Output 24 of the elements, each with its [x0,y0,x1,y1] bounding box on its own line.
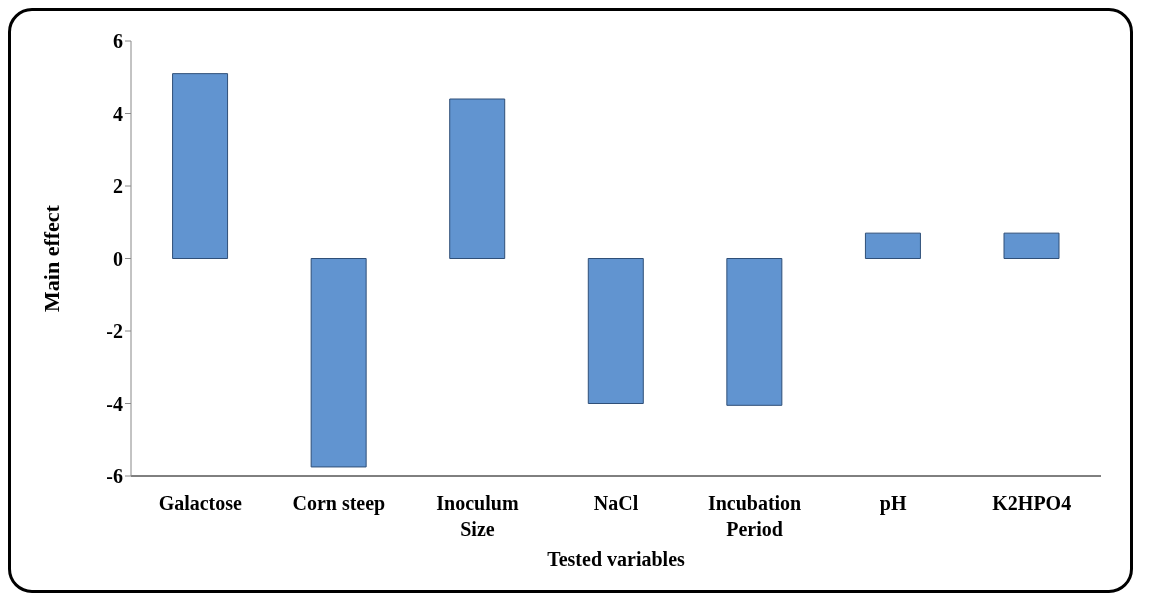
bar [864,232,921,259]
y-tick-label: -2 [106,320,123,343]
x-tick-label: Corn steep [292,492,386,515]
y-tick-label: -4 [106,392,123,415]
x-tick-label: Galactose [158,492,243,514]
x-tick-label: Inoculum Size [436,492,519,540]
y-axis-title: Main effect [38,204,64,312]
x-tick-label: Incubation Period [707,492,802,540]
x-tick-label: NaCl [593,492,639,514]
y-tick-label: 6 [113,30,123,53]
bar [587,258,644,404]
rounded-frame: Galactose Corn steep Inoculum Size NaCl Incubation Period pH K2HPO4 Tested variables -6 -4 -2 0 2 4 6 Main effect [8,8,1133,593]
bar [726,258,783,406]
x-tick-label: K2HPO4 [992,492,1072,514]
y-tick-label: 2 [113,175,123,198]
y-tick-label: -6 [106,465,123,488]
bar [449,98,506,259]
x-axis-title: Tested variables [547,548,686,570]
x-tick-label: pH [879,492,907,515]
bar [1003,232,1060,259]
y-tick-label: 0 [113,247,123,270]
bar [172,73,229,259]
bar [310,258,367,468]
y-tick-label: 4 [113,102,123,125]
